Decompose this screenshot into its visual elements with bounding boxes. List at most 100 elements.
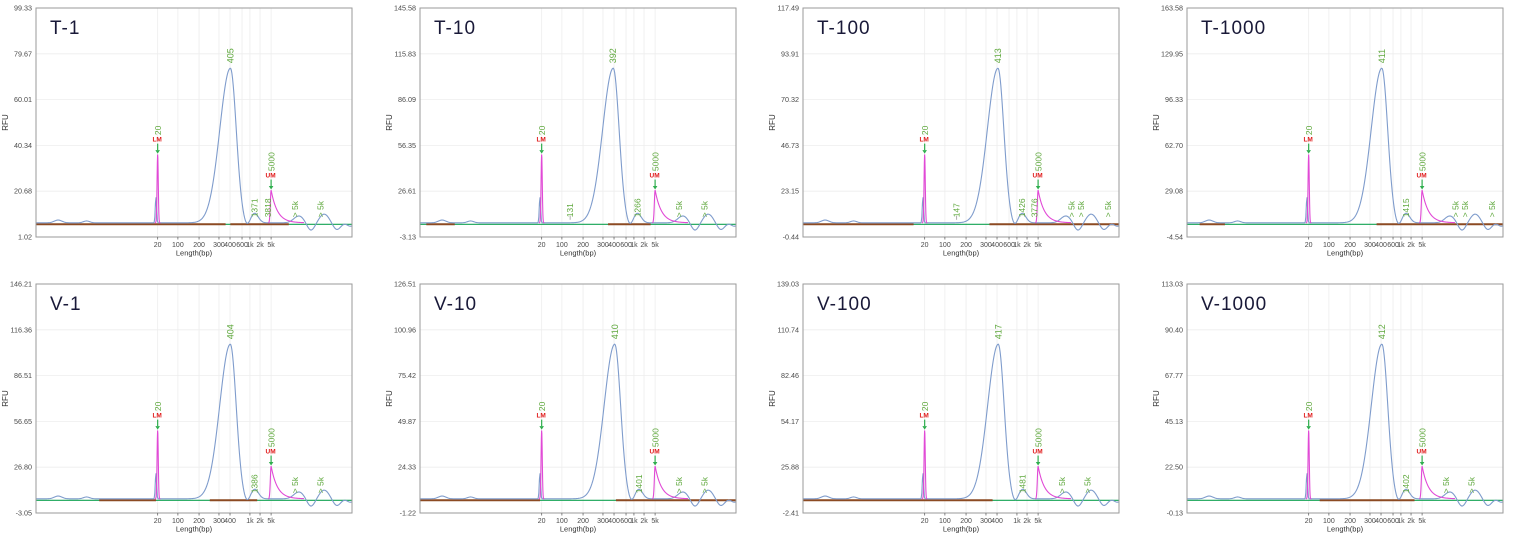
lower-marker-trace [154, 154, 161, 224]
minor-peak-label: 1415 [1401, 198, 1411, 217]
plot-border [35, 7, 353, 238]
panel-title: T-1 [50, 18, 80, 39]
upper-marker-trace [1035, 189, 1071, 224]
sample-trace [1186, 67, 1503, 231]
x-axis-title: Length(bp) [1326, 249, 1363, 258]
y-tick-label: 126.51 [394, 280, 416, 289]
marker-arrow-icon [922, 426, 927, 430]
x-tick-label: 400 [608, 518, 620, 525]
lower-marker-trace [538, 154, 544, 224]
x-axis-title: Length(bp) [943, 249, 980, 258]
panel-T-10: 145.58 115.83 86.09 56.35 26.61 -3.13 20 100 200… [383, 0, 767, 276]
marker-code-label: LM [152, 137, 161, 144]
x-tick-label: 5k [267, 242, 275, 249]
x-tick-label: 1k [246, 518, 254, 525]
marker-code-label: UM [649, 173, 659, 180]
y-tick-label: 139.03 [777, 280, 799, 289]
marker-code-label: LM [536, 137, 545, 144]
marker-code-label: LM [536, 413, 545, 420]
marker-size-label: 20 [920, 401, 930, 411]
y-tick-label: -1.22 [399, 509, 415, 518]
over-range-label: > 5k [699, 476, 709, 493]
minor-peak-label: 131 [565, 203, 575, 217]
y-tick-label: 93.91 [781, 49, 799, 58]
y-tick-label: -0.44 [783, 233, 799, 242]
marker-arrow-icon [1305, 150, 1311, 154]
lower-marker-trace [921, 154, 928, 224]
y-tick-label: 115.83 [394, 49, 415, 58]
marker-code-label: LM [919, 137, 928, 144]
panel-V-10: 126.51 100.96 75.42 49.87 24.33 -1.22 20 100 200… [383, 276, 767, 552]
marker-arrow-icon [268, 462, 274, 466]
over-range-label: > 5k [1103, 200, 1113, 217]
minor-peak-label: 1386 [250, 474, 260, 493]
y-axis-title: RFU [1152, 390, 1161, 407]
x-tick-label: 2k [640, 242, 648, 249]
marker-code-label: UM [1033, 449, 1043, 456]
x-tick-label: 300 [597, 518, 609, 525]
over-range-label: > 5k [290, 476, 300, 493]
main-peak-label: 410 [609, 324, 619, 339]
marker-code-label: UM [649, 449, 659, 456]
x-tick-label: 20 [1304, 242, 1312, 249]
y-tick-label: 96.33 [1165, 95, 1183, 104]
panel-V-1000: 113.03 90.40 67.77 45.13 22.50 -0.13 20 100 200 3… [1150, 276, 1534, 552]
plot-border [1186, 283, 1503, 514]
panel-title: V-10 [434, 294, 477, 315]
x-tick-label: 1k [1013, 242, 1021, 249]
x-tick-label: 2k [1023, 242, 1031, 249]
lower-marker-trace [538, 430, 544, 500]
minor-peak-label: 1426 [1017, 198, 1027, 217]
panel-V-100: 139.03 110.74 82.46 54.17 25.88 -2.41 20 100 200… [767, 276, 1151, 552]
x-tick-label: 1k [630, 518, 638, 525]
x-tick-label: 200 [1344, 518, 1356, 525]
y-tick-label: 56.35 [398, 141, 416, 150]
electropherogram-chart: 126.51 100.96 75.42 49.87 24.33 -1.22 20 100 200… [385, 280, 736, 534]
y-tick-label: 113.03 [1161, 280, 1182, 289]
x-axis-title: Length(bp) [176, 249, 213, 258]
electropherogram-chart: 99.33 79.67 60.01 40.34 20.68 1.02 20 100 200 300… [1, 4, 353, 258]
lower-marker-trace [921, 430, 928, 500]
plot-border [802, 283, 1120, 514]
marker-code-label: UM [266, 173, 276, 180]
main-peak-label: 405 [225, 48, 235, 63]
panel-T-1: 99.33 79.67 60.01 40.34 20.68 1.02 20 100 200 300… [0, 0, 384, 276]
y-tick-label: -3.05 [16, 509, 32, 518]
x-tick-label: 200 [960, 518, 972, 525]
x-tick-label: 1k [630, 242, 638, 249]
marker-size-label: 20 [153, 401, 163, 411]
y-tick-label: 45.13 [1165, 417, 1183, 426]
marker-size-label: 20 [153, 125, 163, 135]
x-tick-label: 300 [980, 518, 992, 525]
x-tick-label: 2k [1407, 242, 1415, 249]
marker-size-label: 20 [920, 125, 930, 135]
upper-marker-trace [1035, 465, 1071, 500]
x-tick-label: 5k [1418, 518, 1426, 525]
x-tick-label: 200 [1344, 242, 1356, 249]
over-range-label: > 5k [674, 200, 684, 217]
marker-code-label: UM [1416, 173, 1426, 180]
y-tick-label: 26.80 [14, 463, 32, 472]
x-tick-label: 5k [651, 242, 659, 249]
plot-border [1186, 7, 1503, 238]
marker-size-label: 5000 [266, 152, 276, 171]
x-tick-label: 400 [224, 518, 236, 525]
upper-marker-trace [651, 465, 688, 500]
y-tick-label: 23.15 [781, 187, 799, 196]
x-tick-label: 300 [213, 242, 225, 249]
marker-arrow-icon [538, 426, 544, 430]
over-range-label: > 5k [674, 476, 684, 493]
y-tick-label: 75.42 [398, 371, 416, 380]
marker-arrow-icon [1035, 462, 1041, 466]
sample-trace [803, 67, 1120, 231]
plot-border [419, 7, 736, 238]
y-axis-title: RFU [768, 114, 777, 131]
lower-marker-trace [154, 430, 161, 500]
y-tick-label: 90.40 [1165, 325, 1183, 334]
x-tick-label: 100 [1323, 242, 1335, 249]
marker-arrow-icon [155, 150, 160, 154]
upper-marker-trace [1418, 465, 1455, 500]
x-axis-title: Length(bp) [559, 525, 596, 534]
plot-border [419, 283, 736, 514]
